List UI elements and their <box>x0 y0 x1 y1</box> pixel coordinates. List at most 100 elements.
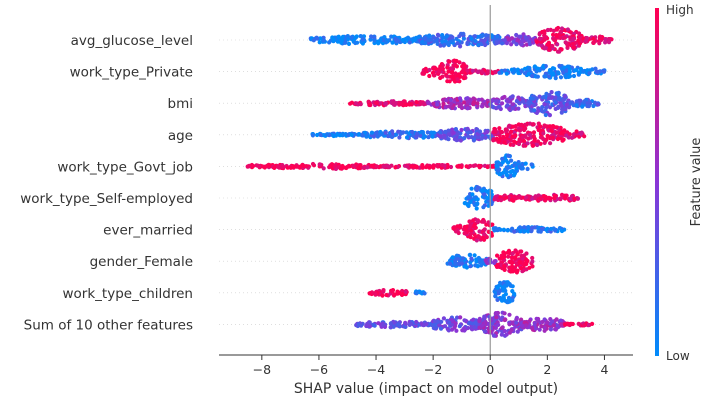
shap-point <box>433 66 438 71</box>
shap-point <box>455 77 460 82</box>
shap-point <box>450 318 455 323</box>
shap-point <box>482 232 487 237</box>
shap-point <box>502 140 507 145</box>
shap-point <box>530 259 535 264</box>
swarm-row <box>367 280 517 305</box>
shap-point <box>510 94 515 99</box>
shap-point <box>447 79 452 84</box>
shap-point <box>442 42 447 47</box>
shap-point <box>542 37 547 42</box>
shap-point <box>400 37 406 43</box>
shap-point <box>579 130 584 135</box>
shap-point <box>410 129 415 135</box>
shap-point <box>520 166 525 171</box>
shap-point <box>550 95 555 100</box>
row-guides <box>219 39 633 325</box>
shap-point <box>399 102 404 107</box>
shap-point <box>597 41 602 46</box>
shap-point <box>469 256 474 261</box>
shap-point <box>533 195 538 200</box>
shap-point <box>391 99 396 104</box>
x-tick-label: 2 <box>543 362 551 377</box>
shap-point <box>367 291 372 296</box>
shap-point <box>380 293 385 298</box>
shap-point <box>488 103 493 108</box>
shap-point <box>498 280 503 285</box>
shap-point <box>451 226 456 231</box>
shap-point <box>445 74 450 79</box>
shap-point <box>531 134 536 139</box>
shap-point <box>563 73 568 78</box>
shap-point <box>382 164 387 169</box>
shap-point <box>470 321 475 326</box>
shap-point <box>388 325 393 330</box>
shap-point <box>346 133 351 138</box>
shap-point <box>558 35 563 41</box>
shap-point <box>497 126 502 131</box>
shap-point <box>446 104 452 109</box>
shap-point <box>373 292 378 297</box>
shap-point <box>449 327 455 332</box>
shap-point <box>472 222 477 227</box>
shap-point <box>427 73 432 79</box>
shap-point <box>450 35 455 40</box>
shap-point <box>474 187 480 193</box>
shap-point <box>492 259 497 264</box>
shap-point <box>534 39 540 45</box>
swarm-row <box>462 184 581 211</box>
shap-point <box>553 95 558 100</box>
shap-point <box>445 65 450 70</box>
shap-point <box>490 321 495 326</box>
shap-point <box>545 133 550 138</box>
shap-point <box>521 143 526 148</box>
shap-point <box>498 317 504 322</box>
shap-point <box>496 322 501 327</box>
shap-point <box>448 97 453 103</box>
feature-label: work_type_Self-employed <box>20 191 193 207</box>
shap-point <box>530 255 535 261</box>
shap-point <box>468 199 473 204</box>
shap-point <box>476 97 481 102</box>
shap-point <box>421 323 426 328</box>
shap-point <box>522 127 527 133</box>
shap-point <box>562 35 567 40</box>
shap-point <box>337 133 342 138</box>
shap-point <box>249 162 254 168</box>
shap-point <box>499 129 504 134</box>
shap-point <box>545 42 550 47</box>
feature-label: avg_glucose_level <box>71 33 193 49</box>
shap-point <box>439 319 444 324</box>
shap-point <box>512 171 517 176</box>
shap-point <box>384 292 389 298</box>
shap-point <box>458 138 463 143</box>
shap-point <box>477 229 482 234</box>
shap-point <box>453 321 458 326</box>
shap-point <box>378 37 383 43</box>
shap-point <box>459 164 464 169</box>
shap-point <box>570 41 576 46</box>
shap-point <box>535 317 540 323</box>
shap-point <box>584 36 590 41</box>
shap-point <box>423 36 428 41</box>
shap-point <box>383 130 388 135</box>
shap-point <box>416 34 421 39</box>
shap-point <box>502 311 507 316</box>
shap-point <box>560 107 565 112</box>
shap-point <box>493 311 498 316</box>
shap-point <box>482 227 487 232</box>
shap-point <box>559 26 565 31</box>
shap-point <box>542 325 547 330</box>
shap-point <box>547 113 553 118</box>
shap-point <box>464 127 469 132</box>
shap-point <box>581 69 586 74</box>
shap-point <box>486 220 491 225</box>
feature-label: bmi <box>168 96 193 112</box>
shap-point <box>522 66 528 71</box>
shap-point <box>494 136 499 141</box>
shap-point <box>457 34 462 39</box>
shap-point <box>328 164 334 169</box>
shap-point <box>438 326 444 331</box>
shap-point <box>482 329 488 334</box>
shap-point <box>560 98 565 103</box>
shap-point <box>462 264 467 269</box>
